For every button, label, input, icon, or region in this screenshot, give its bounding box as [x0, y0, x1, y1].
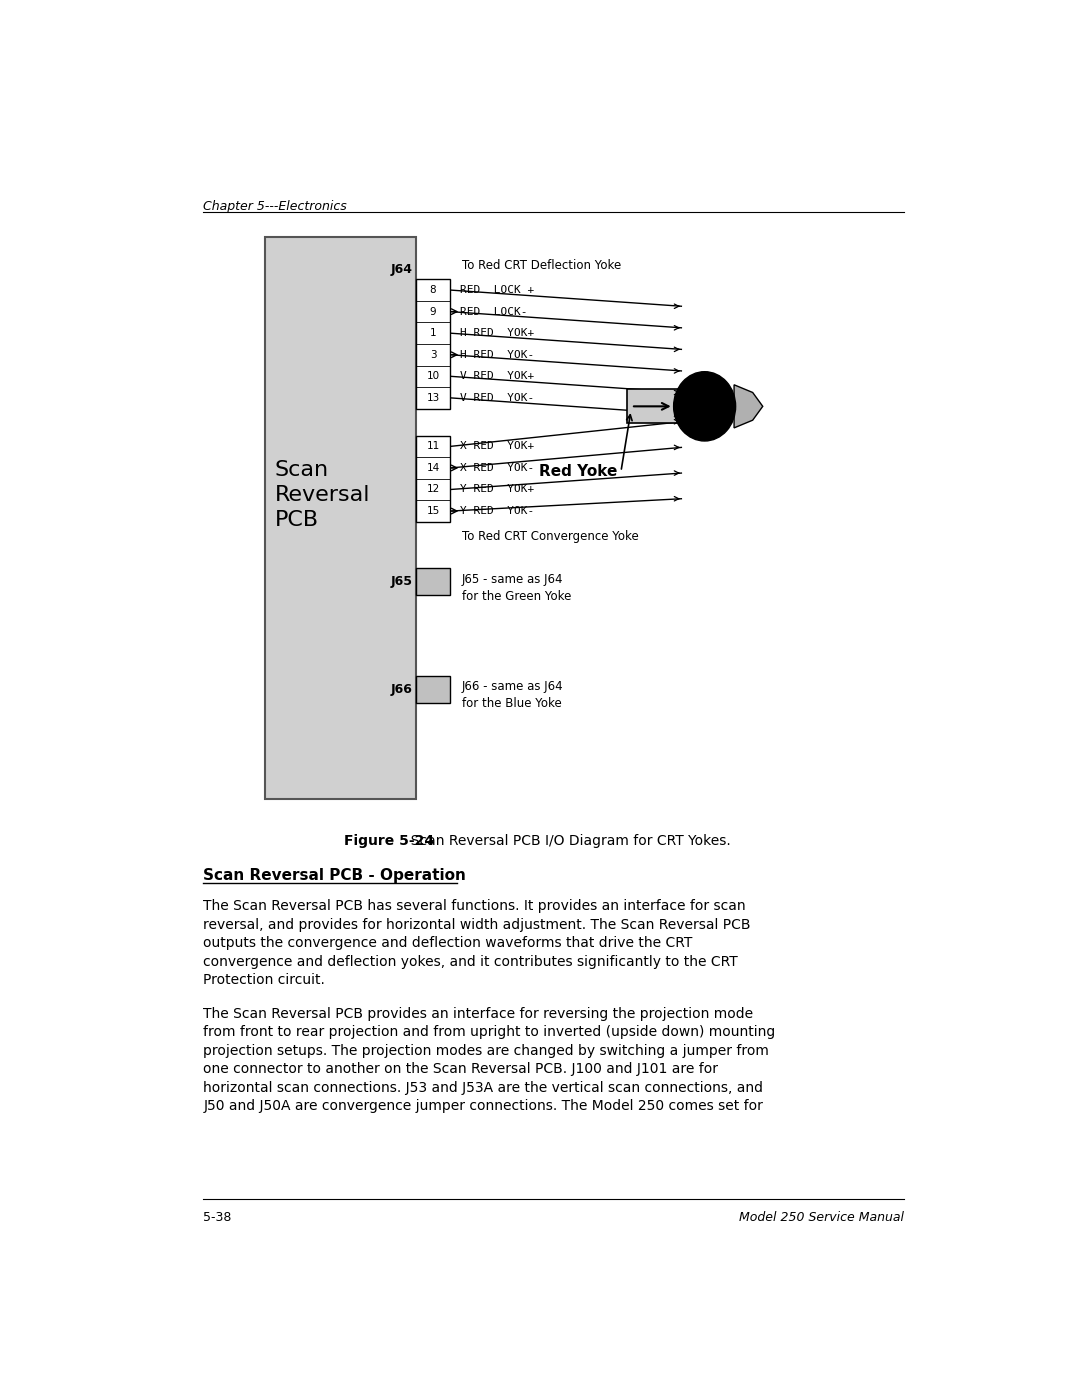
Text: 12: 12 — [427, 485, 440, 495]
Bar — [416, 569, 450, 595]
Text: 8: 8 — [430, 285, 436, 295]
Text: Scan Reversal PCB I/O Diagram for CRT Yokes.: Scan Reversal PCB I/O Diagram for CRT Yo… — [403, 834, 731, 848]
Text: outputs the convergence and deflection waveforms that drive the CRT: outputs the convergence and deflection w… — [203, 936, 692, 950]
Text: convergence and deflection yokes, and it contributes significantly to the CRT: convergence and deflection yokes, and it… — [203, 954, 738, 968]
Text: reversal, and provides for horizontal width adjustment. The Scan Reversal PCB: reversal, and provides for horizontal wi… — [203, 918, 751, 932]
Text: Model 250 Service Manual: Model 250 Service Manual — [739, 1211, 904, 1224]
Ellipse shape — [674, 372, 735, 441]
Text: 15: 15 — [427, 506, 440, 515]
Text: Chapter 5---Electronics: Chapter 5---Electronics — [203, 200, 347, 212]
Text: 10: 10 — [427, 372, 440, 381]
Text: J66 - same as J64
for the Blue Yoke: J66 - same as J64 for the Blue Yoke — [462, 680, 564, 711]
Text: X RED  YOK+: X RED YOK+ — [460, 441, 534, 451]
Text: 9: 9 — [430, 306, 436, 317]
Text: The Scan Reversal PCB provides an interface for reversing the projection mode: The Scan Reversal PCB provides an interf… — [203, 1007, 754, 1021]
Text: 13: 13 — [427, 393, 440, 402]
Text: V RED  YOK-: V RED YOK- — [460, 393, 534, 402]
Polygon shape — [734, 384, 762, 427]
Text: one connector to another on the Scan Reversal PCB. J100 and J101 are for: one connector to another on the Scan Rev… — [203, 1062, 718, 1076]
Text: projection setups. The projection modes are changed by switching a jumper from: projection setups. The projection modes … — [203, 1044, 769, 1058]
Text: J65 - same as J64
for the Green Yoke: J65 - same as J64 for the Green Yoke — [462, 573, 571, 602]
Text: horizontal scan connections. J53 and J53A are the vertical scan connections, and: horizontal scan connections. J53 and J53… — [203, 1081, 764, 1095]
Text: 11: 11 — [427, 441, 440, 451]
Text: RED  LOCK-: RED LOCK- — [460, 306, 527, 317]
Text: Y RED  YOK+: Y RED YOK+ — [460, 485, 534, 495]
Text: The Scan Reversal PCB has several functions. It provides an interface for scan: The Scan Reversal PCB has several functi… — [203, 900, 746, 914]
Text: RED  LOCK +: RED LOCK + — [460, 285, 534, 295]
Text: J50 and J50A are convergence jumper connections. The Model 250 comes set for: J50 and J50A are convergence jumper conn… — [203, 1099, 764, 1113]
Bar — [627, 390, 677, 423]
Text: Y RED  YOK-: Y RED YOK- — [460, 506, 534, 515]
Text: Figure 5-24: Figure 5-24 — [345, 834, 434, 848]
Text: J65: J65 — [391, 576, 413, 588]
Text: V RED  YOK+: V RED YOK+ — [460, 372, 534, 381]
Text: 5-38: 5-38 — [203, 1211, 231, 1224]
Text: from front to rear projection and from upright to inverted (upside down) mountin: from front to rear projection and from u… — [203, 1025, 775, 1039]
Text: Protection circuit.: Protection circuit. — [203, 974, 325, 988]
Text: 1: 1 — [430, 328, 436, 338]
Text: Scan
Reversal
PCB: Scan Reversal PCB — [274, 460, 370, 529]
Text: X RED  YOK-: X RED YOK- — [460, 462, 534, 474]
Text: H RED  YOK-: H RED YOK- — [460, 349, 534, 360]
Text: 3: 3 — [430, 349, 436, 360]
Text: Red Yoke: Red Yoke — [539, 464, 618, 479]
Text: 14: 14 — [427, 462, 440, 474]
Text: To Red CRT Deflection Yoke: To Red CRT Deflection Yoke — [462, 258, 621, 271]
Text: J66: J66 — [391, 683, 413, 696]
Text: Scan Reversal PCB - Operation: Scan Reversal PCB - Operation — [203, 869, 467, 883]
Text: J64: J64 — [391, 263, 413, 277]
Bar — [416, 279, 450, 409]
Bar — [416, 436, 450, 522]
Bar — [416, 676, 450, 703]
Text: H RED  YOK+: H RED YOK+ — [460, 328, 534, 338]
Bar — [266, 237, 416, 799]
Text: To Red CRT Convergence Yoke: To Red CRT Convergence Yoke — [462, 529, 638, 542]
